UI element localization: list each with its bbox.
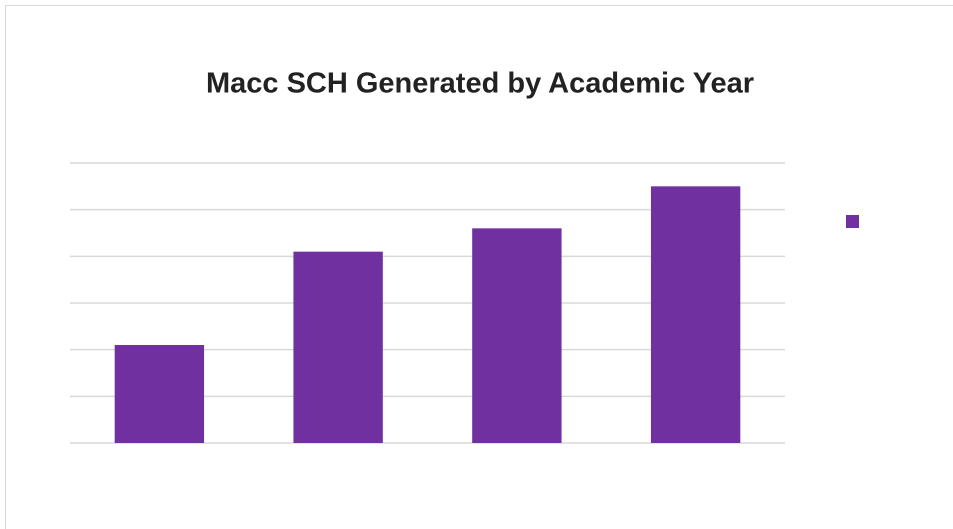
chart-title: Macc SCH Generated by Academic Year (206, 68, 754, 100)
bar (472, 228, 562, 443)
legend-marker (846, 215, 859, 228)
bar (293, 251, 383, 443)
bar (650, 186, 741, 444)
bar (114, 345, 205, 443)
